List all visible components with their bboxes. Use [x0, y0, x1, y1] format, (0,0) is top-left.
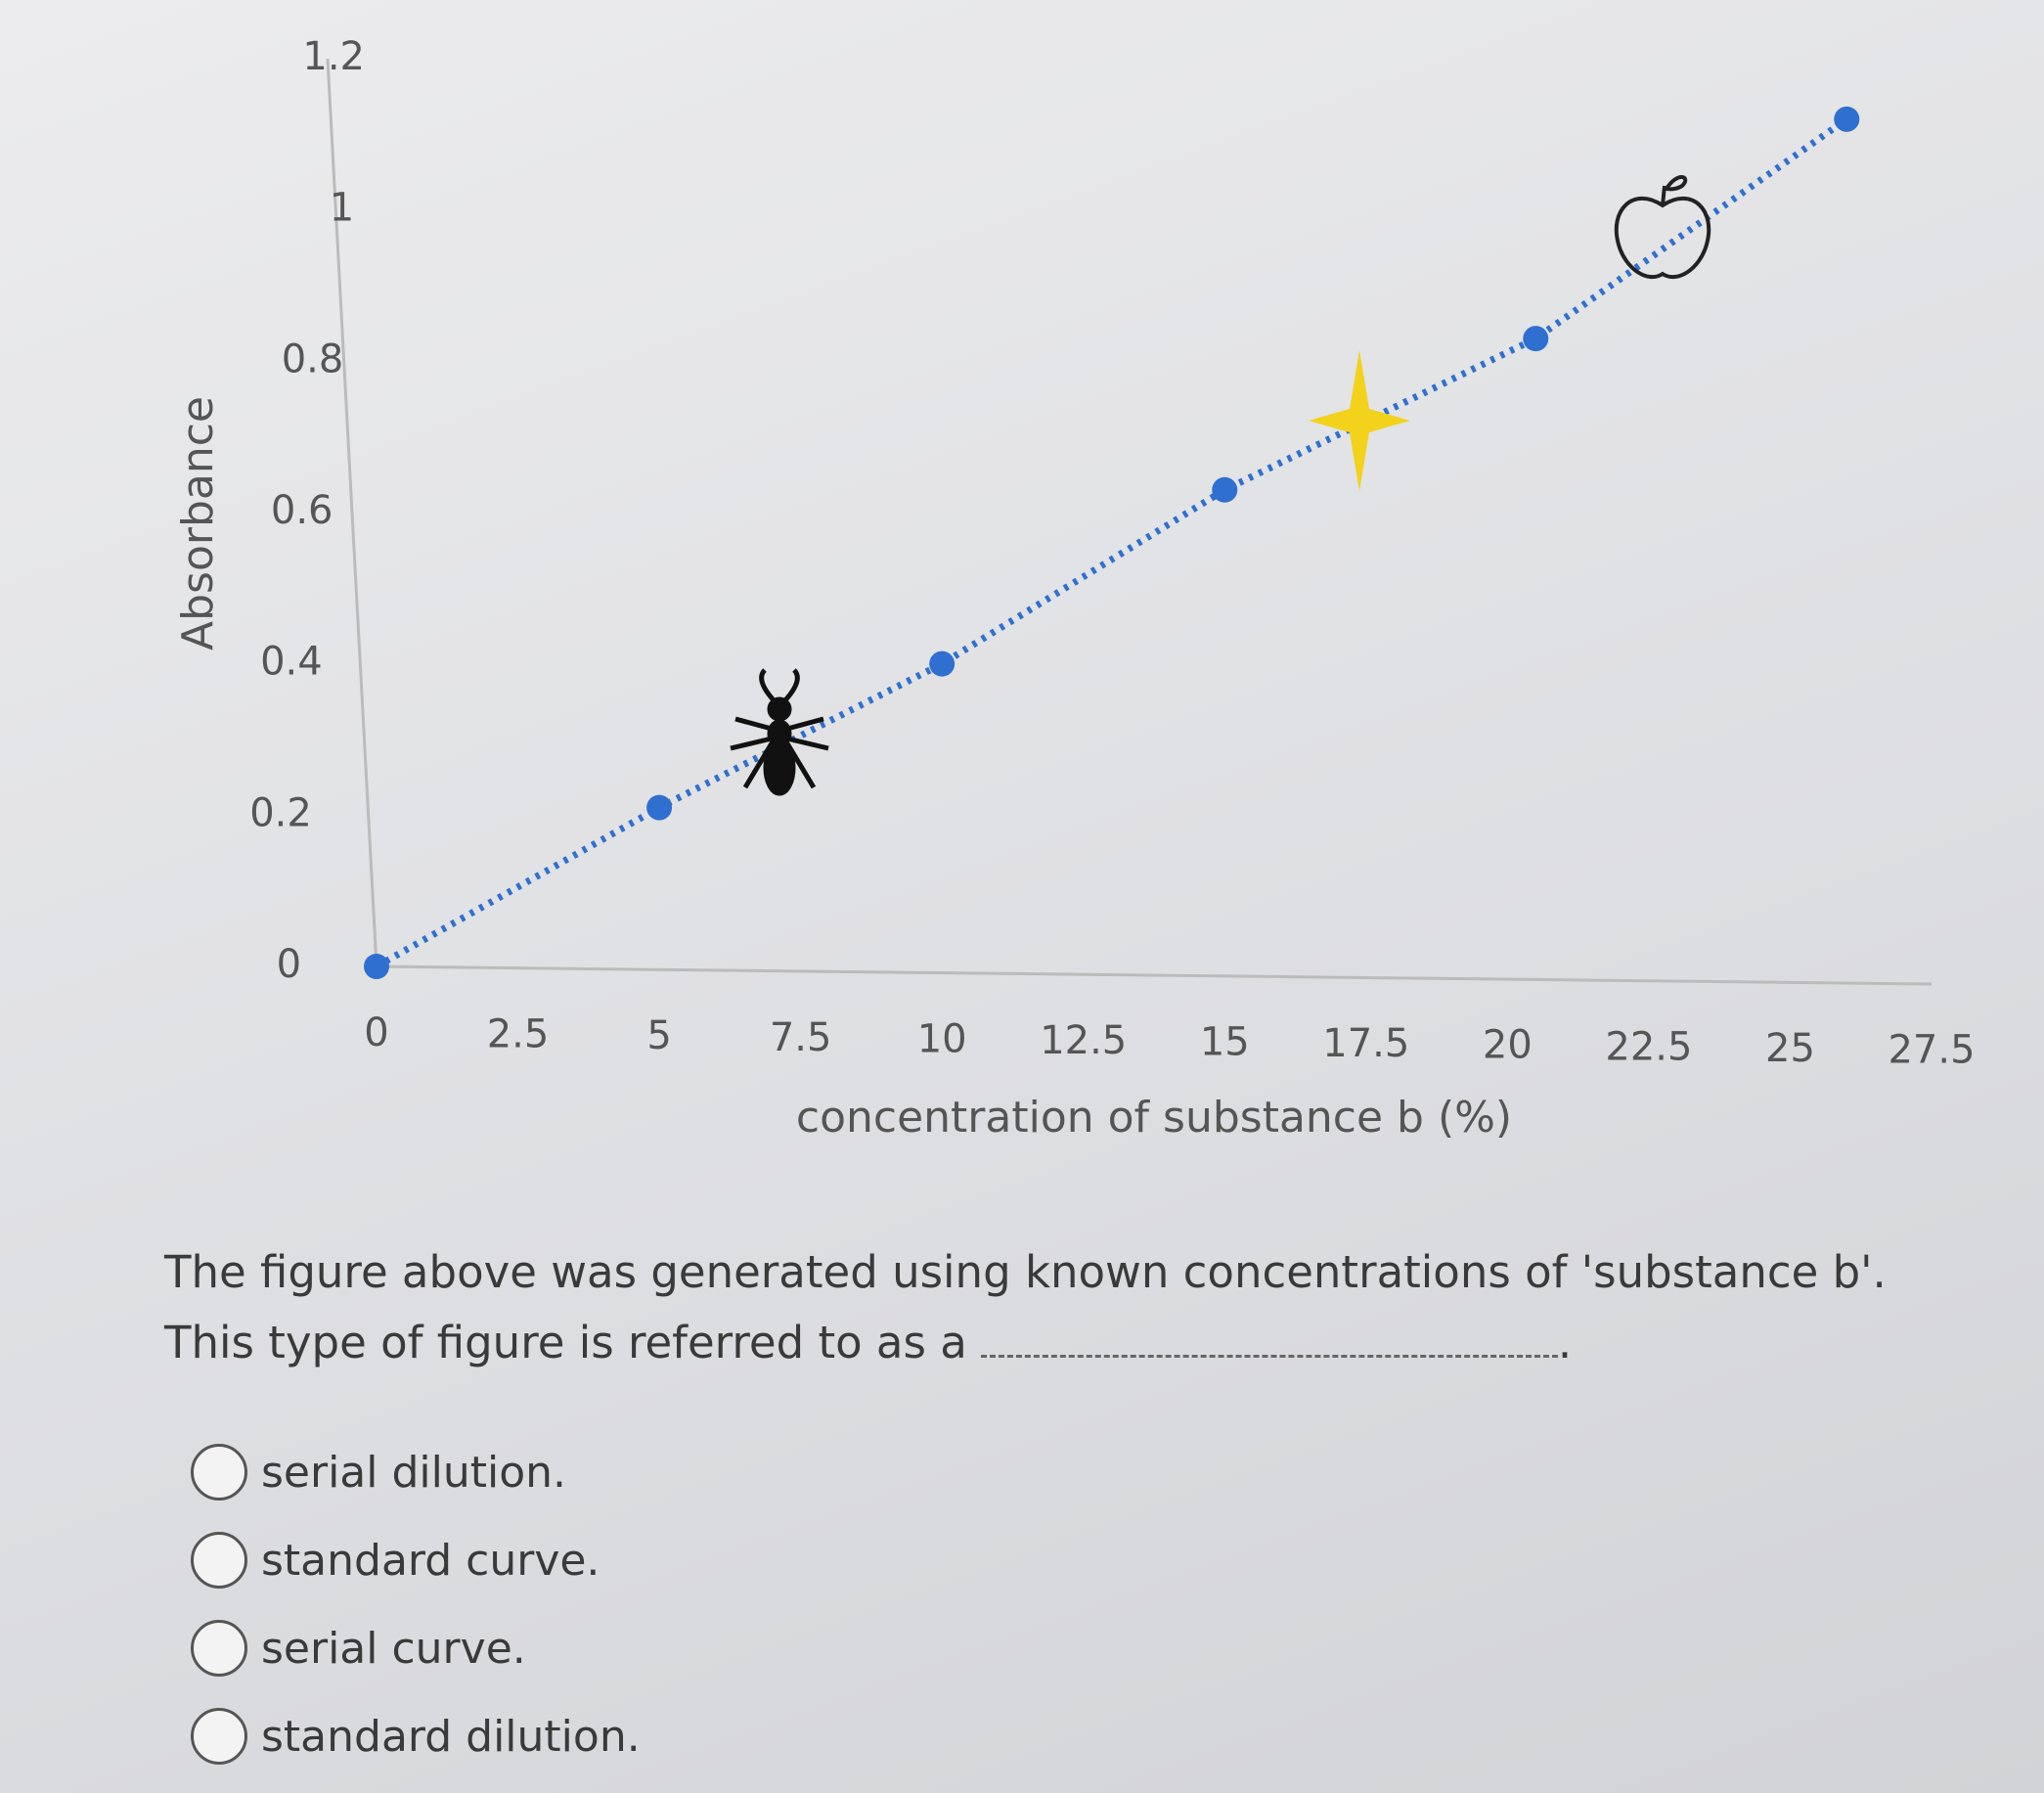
x-tick-label: 27.5: [1888, 1027, 1975, 1072]
x-tick-label: 5: [646, 1013, 671, 1058]
options: serial dilution. standard curve. serial cu…: [191, 1428, 641, 1780]
answer-blank: [980, 1316, 1558, 1358]
option[interactable]: standard curve.: [191, 1516, 641, 1604]
data-point: [364, 954, 389, 979]
y-tick-label: 0.6: [271, 488, 333, 533]
x-tick-label: 12.5: [1040, 1018, 1127, 1063]
x-tick-label: 0: [364, 1010, 388, 1055]
data-line: [375, 116, 1849, 970]
x-tick-label: 20: [1483, 1023, 1533, 1068]
radio-button[interactable]: [191, 1444, 247, 1501]
radio-button[interactable]: [191, 1708, 247, 1765]
option-label[interactable]: standard dilution.: [261, 1711, 641, 1762]
x-tick-label: 22.5: [1605, 1024, 1692, 1069]
x-tick-label: 15: [1200, 1020, 1250, 1065]
option[interactable]: standard dilution.: [191, 1692, 641, 1780]
option-label[interactable]: serial dilution.: [261, 1447, 567, 1498]
x-axis: [376, 964, 1933, 986]
x-tick-label: 2.5: [487, 1012, 550, 1057]
data-point: [646, 794, 673, 821]
x-tick-label: 17.5: [1322, 1021, 1409, 1066]
option[interactable]: serial dilution.: [191, 1428, 641, 1516]
y-tick-label: 0: [277, 942, 301, 987]
y-axis-title: Absorbance: [173, 396, 223, 650]
star-sticker: [1309, 350, 1410, 491]
data-point: [1523, 326, 1549, 352]
data-point: [1212, 476, 1238, 503]
option-label[interactable]: standard curve.: [261, 1535, 600, 1586]
radio-button[interactable]: [191, 1620, 247, 1677]
y-tick-label: 0.8: [282, 336, 344, 381]
y-axis: [326, 58, 378, 967]
x-tick-label: 7.5: [770, 1015, 832, 1060]
ant-sticker: [730, 668, 829, 796]
chart: concentration of substance b (%) Absorba…: [173, 34, 1976, 1143]
question-text: The figure above was generated using kno…: [164, 1246, 1887, 1368]
data-point: [1834, 106, 1860, 132]
question: The figure above was generated using kno…: [164, 1237, 1954, 1378]
x-tick-label: 25: [1765, 1026, 1815, 1071]
option[interactable]: serial curve.: [191, 1604, 641, 1692]
y-tick-label: 1.2: [302, 34, 365, 79]
y-tick-label: 1: [330, 186, 354, 231]
data-point: [929, 650, 955, 677]
radio-button[interactable]: [191, 1532, 247, 1589]
x-tick-label: 10: [917, 1016, 967, 1061]
apple-sticker: [1614, 175, 1711, 280]
x-axis-title: concentration of substance b (%): [796, 1093, 1512, 1143]
question-end: .: [1557, 1317, 1573, 1368]
y-tick-label: 0.2: [249, 790, 312, 835]
option-label[interactable]: serial curve.: [261, 1623, 526, 1674]
y-tick-label: 0.4: [260, 640, 323, 685]
